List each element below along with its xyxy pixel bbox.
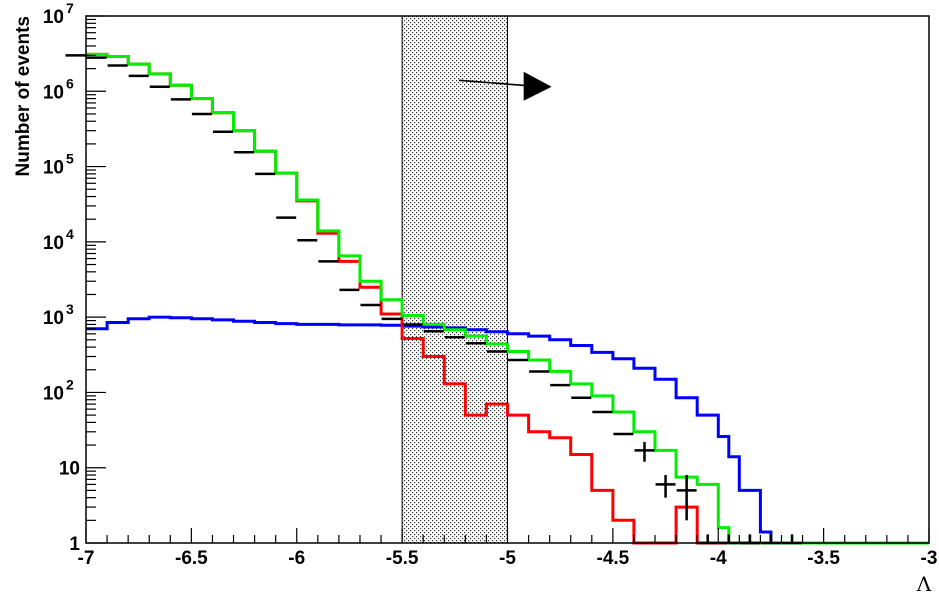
y-axis-title: Number of events [13, 16, 34, 176]
x-axis: -7 -6.5 -6 -5.5 -5 -4.5 -4 -3.5 -3 [78, 528, 938, 569]
x-tick-label: -5 [499, 548, 516, 569]
y-tick-label-exponent: 2 [66, 376, 74, 392]
y-tick-label: 10 [43, 158, 64, 179]
x-tick-label: -7 [78, 548, 95, 569]
arrow-shaft [458, 79, 528, 87]
y-tick-label: 10 [59, 459, 80, 480]
x-tick-label: -6.5 [175, 548, 208, 569]
x-axis-title: Λ [916, 572, 932, 596]
shaded-region [402, 16, 508, 543]
x-tick-label: -5.5 [386, 548, 419, 569]
x-tick-label: -6 [288, 548, 305, 569]
y-tick-label-exponent: 5 [66, 151, 74, 167]
annotation-layer [458, 71, 552, 101]
shaded-region-layer [401, 16, 508, 543]
y-tick-label: 10 [43, 308, 64, 329]
histogram-series-0 [86, 317, 929, 543]
y-tick-label: 10 [43, 383, 64, 404]
x-tick-label: -3 [921, 548, 938, 569]
y-tick-label: 1 [69, 534, 80, 555]
y-tick-label-exponent: 4 [66, 226, 74, 242]
arrow-head [523, 71, 552, 101]
y-tick-label-exponent: 3 [66, 301, 74, 317]
x-tick-label: -4.5 [597, 548, 630, 569]
y-tick-label-exponent: 7 [66, 0, 74, 16]
x-tick-label: -4 [710, 548, 727, 569]
y-tick-label: 10 [43, 82, 64, 103]
x-tick-label: -3.5 [807, 548, 840, 569]
y-tick-label: 10 [43, 233, 64, 254]
y-tick-label: 10 [43, 7, 64, 28]
y-tick-label-exponent: 6 [66, 75, 74, 91]
